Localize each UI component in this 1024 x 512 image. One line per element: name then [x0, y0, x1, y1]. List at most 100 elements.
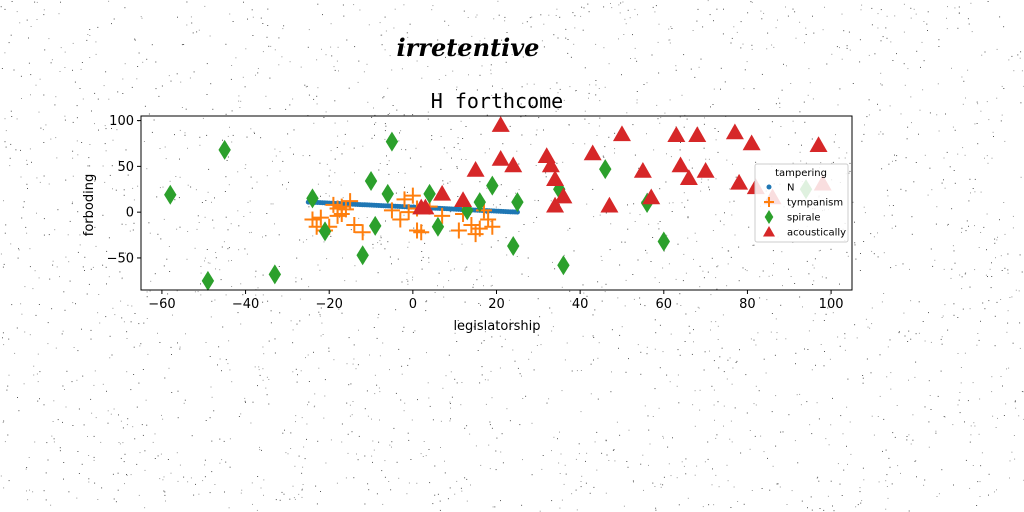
point-spirale: [473, 192, 486, 213]
point-tympanism: [450, 222, 467, 239]
point-spirale: [369, 215, 382, 236]
point-spirale: [511, 192, 524, 213]
point-tympanism: [392, 211, 409, 228]
x-tick-label: 100: [819, 297, 844, 312]
x-tick-label: −40: [232, 297, 259, 312]
point-tympanism: [413, 224, 430, 241]
point-spirale: [385, 131, 399, 152]
legend-label: acoustically: [787, 228, 846, 239]
point-acoustically: [491, 116, 510, 132]
x-tick-label: 0: [409, 297, 417, 312]
point-acoustically: [742, 134, 761, 151]
point-tympanism: [471, 220, 488, 237]
point-tympanism: [480, 211, 497, 228]
axis-ticks: −60 −40 −20 0 20 40 60 80 100 −50 0 50 100: [107, 114, 844, 312]
x-tick-label: 60: [656, 297, 673, 312]
point-tympanism: [404, 187, 421, 204]
y-tick-label: 0: [126, 206, 134, 221]
point-acoustically: [504, 156, 523, 173]
point-spirale: [599, 159, 612, 180]
y-tick-label: 100: [109, 114, 134, 129]
point-acoustically: [554, 187, 573, 204]
point-spirale: [553, 179, 566, 200]
point-spirale: [557, 255, 570, 276]
plot-marks: [164, 116, 832, 291]
x-tick-label: 20: [488, 297, 505, 312]
point-acoustically: [612, 125, 631, 142]
y-tick-label: 50: [117, 160, 134, 175]
point-spirale: [486, 175, 499, 196]
point-spirale: [218, 139, 231, 160]
point-tympanism: [354, 224, 371, 241]
point-spirale: [268, 264, 282, 285]
point-spirale: [318, 221, 332, 242]
x-tick-label: −60: [148, 297, 175, 312]
x-tick-label: −20: [315, 297, 342, 312]
point-acoustically: [466, 161, 485, 177]
point-tympanism: [346, 216, 363, 233]
point-spirale: [507, 236, 520, 257]
point-acoustically: [583, 144, 602, 161]
chart-suptitle: irretentive: [397, 33, 540, 62]
point-tympanism: [383, 202, 400, 219]
point-spirale: [657, 231, 670, 252]
point-acoustically: [730, 173, 749, 190]
point-spirale: [381, 183, 394, 204]
legend-marker-tympanism: [764, 197, 774, 207]
point-tympanism: [463, 216, 480, 233]
point-acoustically: [546, 196, 565, 213]
point-tympanism: [325, 196, 342, 213]
point-acoustically: [433, 184, 452, 201]
legend-box: [754, 163, 849, 243]
point-acoustically: [491, 150, 510, 166]
point-acoustically: [416, 198, 435, 215]
series-spirale: [164, 131, 813, 291]
point-spirale: [356, 245, 369, 266]
point-acoustically: [454, 191, 473, 208]
point-spirale: [201, 270, 215, 291]
point-spirale: [423, 183, 436, 204]
point-acoustically: [679, 169, 698, 186]
x-tick-label: 80: [739, 297, 756, 312]
x-axis-label: legislatorship: [453, 319, 540, 334]
point-acoustically: [667, 126, 686, 142]
point-acoustically: [633, 161, 652, 178]
legend-title: tampering: [775, 168, 827, 179]
point-acoustically: [541, 156, 560, 173]
point-acoustically: [546, 170, 565, 186]
point-tympanism: [409, 222, 426, 239]
x-tick-label: 40: [572, 297, 589, 312]
point-tympanism: [312, 209, 329, 226]
point-tympanism: [342, 193, 359, 210]
plot-frame: [140, 115, 853, 291]
point-spirale: [431, 216, 445, 237]
y-tick-label: −50: [107, 251, 134, 266]
point-spirale: [306, 188, 319, 209]
point-acoustically: [671, 156, 690, 173]
point-acoustically: [642, 188, 661, 205]
point-tympanism: [396, 191, 413, 208]
legend-marker-N: [766, 184, 772, 190]
y-axis-label: forboding: [82, 174, 97, 236]
point-N: [514, 209, 520, 215]
point-tympanism: [337, 201, 354, 218]
point-acoustically: [725, 123, 744, 140]
point-tympanism: [304, 211, 321, 228]
series-tympanism: [304, 187, 501, 243]
legend-marker-spirale: [764, 210, 774, 224]
chart-title: H forthcome: [431, 89, 563, 113]
legend-label: spirale: [787, 213, 821, 224]
point-acoustically: [688, 126, 707, 142]
point-acoustically: [809, 136, 828, 153]
legend-label: N: [787, 183, 794, 194]
point-acoustically: [600, 196, 619, 213]
legend-marker-acoustically: [763, 226, 775, 237]
point-tympanism: [434, 207, 451, 224]
point-acoustically: [696, 161, 715, 178]
point-spirale: [364, 171, 378, 192]
point-tympanism: [484, 218, 501, 235]
legend-label: tympanism: [787, 198, 843, 209]
point-spirale: [164, 184, 177, 205]
